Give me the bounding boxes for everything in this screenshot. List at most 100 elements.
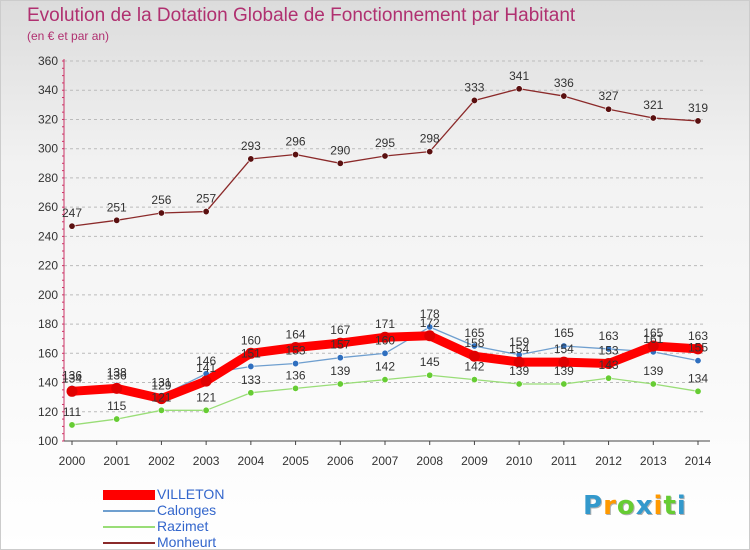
- data-label-monheurt: 296: [286, 135, 306, 149]
- y-tick-label: 100: [38, 434, 58, 448]
- data-point-monheurt: [605, 105, 613, 113]
- data-label-calonges: 161: [643, 332, 663, 346]
- data-label-calonges: 138: [107, 365, 127, 379]
- data-label-razimet: 133: [241, 373, 261, 387]
- chart-title: Evolution de la Dotation Globale de Fonc…: [27, 5, 576, 26]
- data-point-villeton: [245, 347, 257, 359]
- data-point-villeton: [155, 393, 167, 405]
- data-label-monheurt: 251: [107, 200, 127, 214]
- data-point-razimet: [470, 376, 478, 384]
- data-point-calonges: [426, 323, 434, 331]
- y-tick-label: 220: [38, 259, 58, 273]
- data-point-monheurt: [470, 96, 478, 104]
- data-label-razimet: 121: [151, 390, 171, 404]
- data-label-calonges: 155: [688, 341, 708, 355]
- data-label-villeton: 154: [509, 342, 529, 356]
- x-tick-label: 2001: [103, 454, 130, 468]
- data-point-razimet: [157, 406, 165, 414]
- data-point-razimet: [202, 406, 210, 414]
- y-tick-label: 360: [38, 54, 58, 68]
- data-point-villeton: [424, 330, 436, 342]
- data-point-calonges: [605, 345, 613, 353]
- data-point-calonges: [381, 349, 389, 357]
- data-label-villeton: 172: [420, 316, 440, 330]
- y-tick-label: 120: [38, 405, 58, 419]
- data-label-razimet: 139: [554, 364, 574, 378]
- y-tick-label: 300: [38, 142, 58, 156]
- chart-subtitle: (en € et par an): [27, 29, 110, 43]
- data-point-monheurt: [113, 216, 121, 224]
- legend-swatch: [103, 490, 155, 500]
- legend-swatch: [103, 510, 155, 512]
- data-point-calonges: [292, 360, 300, 368]
- y-tick-label: 260: [38, 200, 58, 214]
- data-point-villeton: [200, 375, 212, 387]
- data-point-villeton: [558, 356, 570, 368]
- x-tick-label: 2007: [372, 454, 399, 468]
- data-label-monheurt: 321: [643, 98, 663, 112]
- x-tick-label: 2000: [59, 454, 86, 468]
- data-label-monheurt: 256: [151, 193, 171, 207]
- data-label-razimet: 139: [643, 364, 663, 378]
- data-point-razimet: [605, 374, 613, 382]
- data-point-calonges: [694, 357, 702, 365]
- data-label-calonges: 157: [330, 338, 350, 352]
- data-label-calonges: 178: [420, 307, 440, 321]
- data-label-monheurt: 336: [554, 76, 574, 90]
- data-point-razimet: [68, 421, 76, 429]
- data-label-villeton: 167: [330, 323, 350, 337]
- data-point-monheurt: [426, 148, 434, 156]
- data-label-razimet: 134: [688, 371, 708, 385]
- data-point-villeton: [290, 341, 302, 353]
- data-label-calonges: 159: [509, 335, 529, 349]
- data-point-razimet: [560, 380, 568, 388]
- legend-label: Monheurt: [157, 534, 217, 550]
- y-tick-label: 140: [38, 376, 58, 390]
- x-tick-label: 2011: [551, 454, 577, 468]
- data-point-calonges: [336, 354, 344, 362]
- data-label-razimet: 139: [509, 364, 529, 378]
- data-point-villeton: [334, 337, 346, 349]
- data-point-villeton: [647, 340, 659, 352]
- x-tick-label: 2005: [282, 454, 309, 468]
- data-label-razimet: 145: [420, 355, 440, 369]
- data-point-monheurt: [694, 117, 702, 125]
- legend-swatch: [103, 526, 155, 528]
- data-point-villeton: [692, 343, 704, 355]
- data-label-calonges: 165: [554, 326, 574, 340]
- legend-label: VILLETON: [157, 486, 225, 502]
- y-tick-label: 160: [38, 346, 58, 360]
- data-label-villeton: 153: [599, 344, 619, 358]
- data-point-villeton: [111, 382, 123, 394]
- data-label-calonges: 153: [286, 344, 306, 358]
- x-tick-label: 2009: [461, 454, 488, 468]
- data-point-villeton: [513, 356, 525, 368]
- data-point-monheurt: [292, 151, 300, 159]
- data-label-razimet: 115: [107, 399, 126, 413]
- x-tick-label: 2014: [685, 454, 712, 468]
- data-label-villeton: 160: [241, 333, 261, 347]
- data-point-razimet: [649, 380, 657, 388]
- y-tick-label: 200: [38, 288, 58, 302]
- legend-swatch: [103, 542, 155, 544]
- series-lines: [66, 85, 704, 429]
- x-tick-label: 2008: [416, 454, 443, 468]
- data-point-razimet: [694, 387, 702, 395]
- data-label-monheurt: 327: [599, 89, 619, 103]
- data-point-monheurt: [381, 152, 389, 160]
- data-label-razimet: 143: [599, 358, 619, 372]
- data-point-monheurt: [247, 155, 255, 163]
- data-label-villeton: 158: [464, 336, 484, 350]
- data-point-razimet: [515, 380, 523, 388]
- x-tick-label: 2010: [506, 454, 533, 468]
- data-label-razimet: 121: [196, 390, 216, 404]
- data-point-calonges: [560, 342, 568, 350]
- data-label-calonges: 131: [151, 376, 171, 390]
- data-point-monheurt: [336, 159, 344, 167]
- data-label-monheurt: 247: [62, 206, 82, 220]
- data-label-monheurt: 319: [688, 101, 708, 115]
- data-point-razimet: [426, 371, 434, 379]
- y-tick-label: 180: [38, 317, 58, 331]
- data-label-villeton: 136: [107, 368, 127, 382]
- proxiti-logo: Proxiti: [583, 491, 687, 521]
